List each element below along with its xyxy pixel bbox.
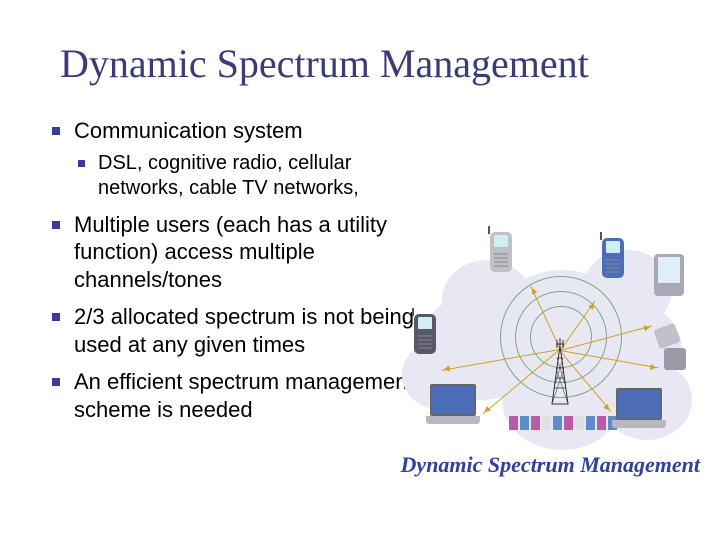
bullet-1-sub-1: DSL, cognitive radio, cellular networks,… — [74, 151, 430, 201]
bullet-list: Communication system DSL, cognitive radi… — [50, 117, 430, 423]
phone-icon — [484, 232, 518, 280]
bullet-1: Communication system DSL, cognitive radi… — [50, 117, 430, 201]
bullet-3: 2/3 allocated spectrum is not being used… — [50, 303, 430, 358]
slide-title: Dynamic Spectrum Management — [60, 40, 680, 87]
spectrum-bar-icon — [508, 416, 618, 430]
pda-icon — [654, 254, 684, 296]
phone-icon — [408, 314, 442, 362]
network-diagram — [402, 230, 702, 490]
diagram-caption: Dynamic Spectrum Management — [401, 452, 700, 478]
bullet-2: Multiple users (each has a utility funct… — [50, 211, 430, 294]
bullet-4: An efficient spectrum management scheme … — [50, 368, 430, 423]
bullet-1-text: Communication system — [74, 118, 303, 143]
flip-phone-icon — [656, 330, 690, 378]
laptop-icon — [426, 384, 480, 426]
phone-icon — [596, 238, 630, 286]
laptop-icon — [612, 388, 666, 430]
tower-icon — [550, 338, 570, 408]
